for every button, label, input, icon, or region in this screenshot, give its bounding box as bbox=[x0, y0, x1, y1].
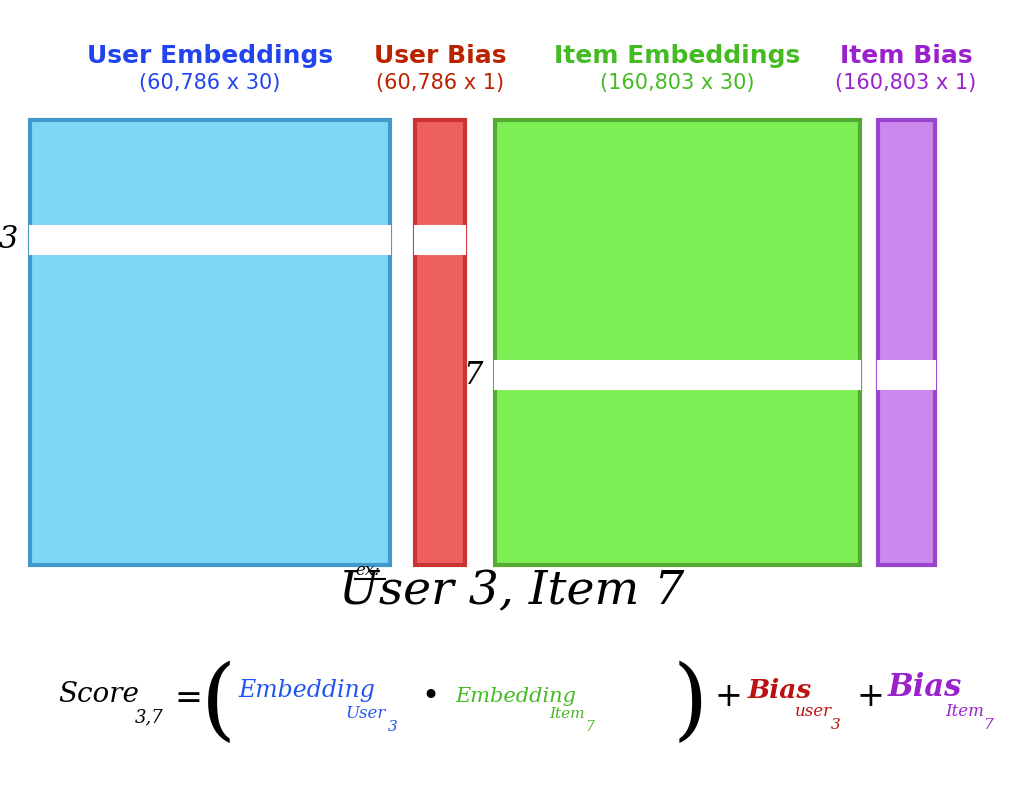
Text: 3: 3 bbox=[388, 720, 397, 734]
Text: 3,7: 3,7 bbox=[135, 708, 164, 726]
Bar bbox=[415, 120, 465, 565]
Text: (60,786 x 1): (60,786 x 1) bbox=[376, 73, 504, 93]
Text: ex:: ex: bbox=[355, 562, 380, 579]
Text: (: ( bbox=[201, 660, 236, 748]
Bar bbox=[878, 361, 935, 389]
Text: 7: 7 bbox=[983, 718, 992, 732]
Text: Embedding: Embedding bbox=[455, 687, 575, 706]
Text: Bias: Bias bbox=[748, 678, 812, 703]
Bar bbox=[878, 361, 935, 389]
Text: 7: 7 bbox=[464, 360, 483, 391]
Bar bbox=[495, 361, 860, 389]
Text: (60,786 x 30): (60,786 x 30) bbox=[139, 73, 281, 93]
Text: User 3, Item 7: User 3, Item 7 bbox=[339, 569, 685, 614]
Text: (160,803 x 30): (160,803 x 30) bbox=[600, 73, 755, 93]
Text: Item Embeddings: Item Embeddings bbox=[554, 44, 800, 68]
Bar bbox=[30, 226, 390, 254]
Text: Item Bias: Item Bias bbox=[840, 44, 973, 68]
Text: =: = bbox=[175, 683, 203, 715]
Text: Bias: Bias bbox=[888, 671, 963, 702]
Text: (160,803 x 1): (160,803 x 1) bbox=[836, 73, 977, 93]
Text: User: User bbox=[345, 705, 385, 721]
Bar bbox=[30, 226, 390, 254]
Bar bbox=[495, 361, 860, 389]
Text: Score: Score bbox=[58, 682, 139, 709]
Text: User Bias: User Bias bbox=[374, 44, 506, 68]
Text: 3: 3 bbox=[0, 225, 18, 256]
Text: 7: 7 bbox=[585, 720, 594, 734]
Text: user: user bbox=[795, 702, 833, 720]
Text: Item: Item bbox=[945, 702, 984, 720]
Bar bbox=[30, 120, 390, 565]
Text: +: + bbox=[715, 681, 742, 713]
Text: 3: 3 bbox=[831, 718, 841, 732]
Text: Item: Item bbox=[549, 707, 585, 721]
Text: ): ) bbox=[673, 660, 708, 748]
Text: Embedding: Embedding bbox=[238, 679, 375, 702]
Bar bbox=[415, 226, 465, 254]
Bar bbox=[415, 226, 465, 254]
Bar bbox=[495, 120, 860, 565]
Text: •: • bbox=[421, 682, 439, 711]
Text: User Embeddings: User Embeddings bbox=[87, 44, 333, 68]
Text: +: + bbox=[856, 681, 884, 713]
Bar bbox=[878, 120, 935, 565]
